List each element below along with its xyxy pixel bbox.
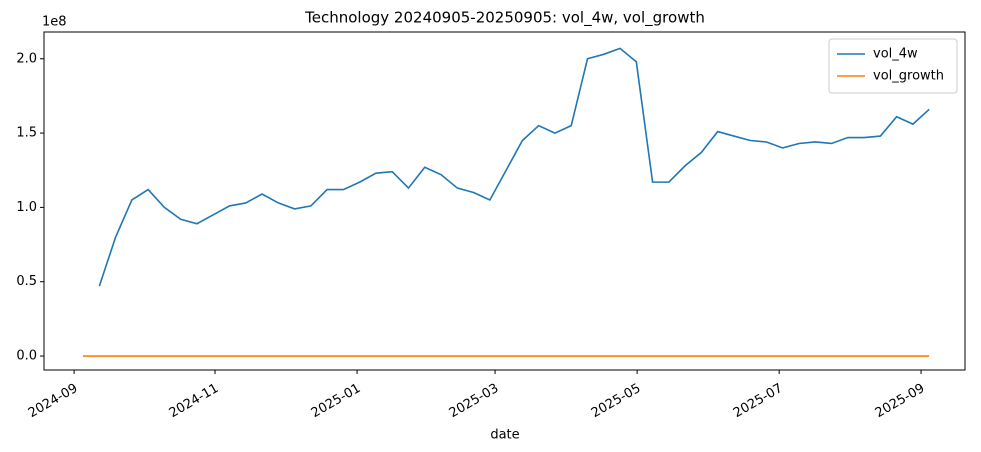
y-tick-label: 1.5 <box>16 126 37 141</box>
y-tick-label: 0.0 <box>16 349 37 364</box>
x-tick-label: 2025-09 <box>873 381 928 421</box>
plot-frame <box>43 31 966 371</box>
legend-label: vol_4w <box>873 47 918 62</box>
legend-box <box>828 38 958 94</box>
x-tick-label: 2025-07 <box>731 381 786 421</box>
x-tick-label: 2025-05 <box>589 381 644 421</box>
legend-label: vol_growth <box>873 69 944 84</box>
x-axis-label: date <box>490 428 519 443</box>
y-tick-label: 0.5 <box>16 274 37 289</box>
y-tick-label: 1.0 <box>16 200 37 215</box>
x-tick-label: 2024-11 <box>167 381 222 421</box>
x-tick-label: 2025-01 <box>309 381 364 421</box>
x-tick-label: 2024-09 <box>26 381 81 421</box>
y-offset-label: 1e8 <box>42 15 67 30</box>
x-tick-label: 2025-03 <box>447 381 502 421</box>
y-tick-label: 2.0 <box>16 51 37 66</box>
line-series <box>98 47 930 287</box>
chart-title: Technology 20240905-20250905: vol_4w, vo… <box>304 9 705 28</box>
